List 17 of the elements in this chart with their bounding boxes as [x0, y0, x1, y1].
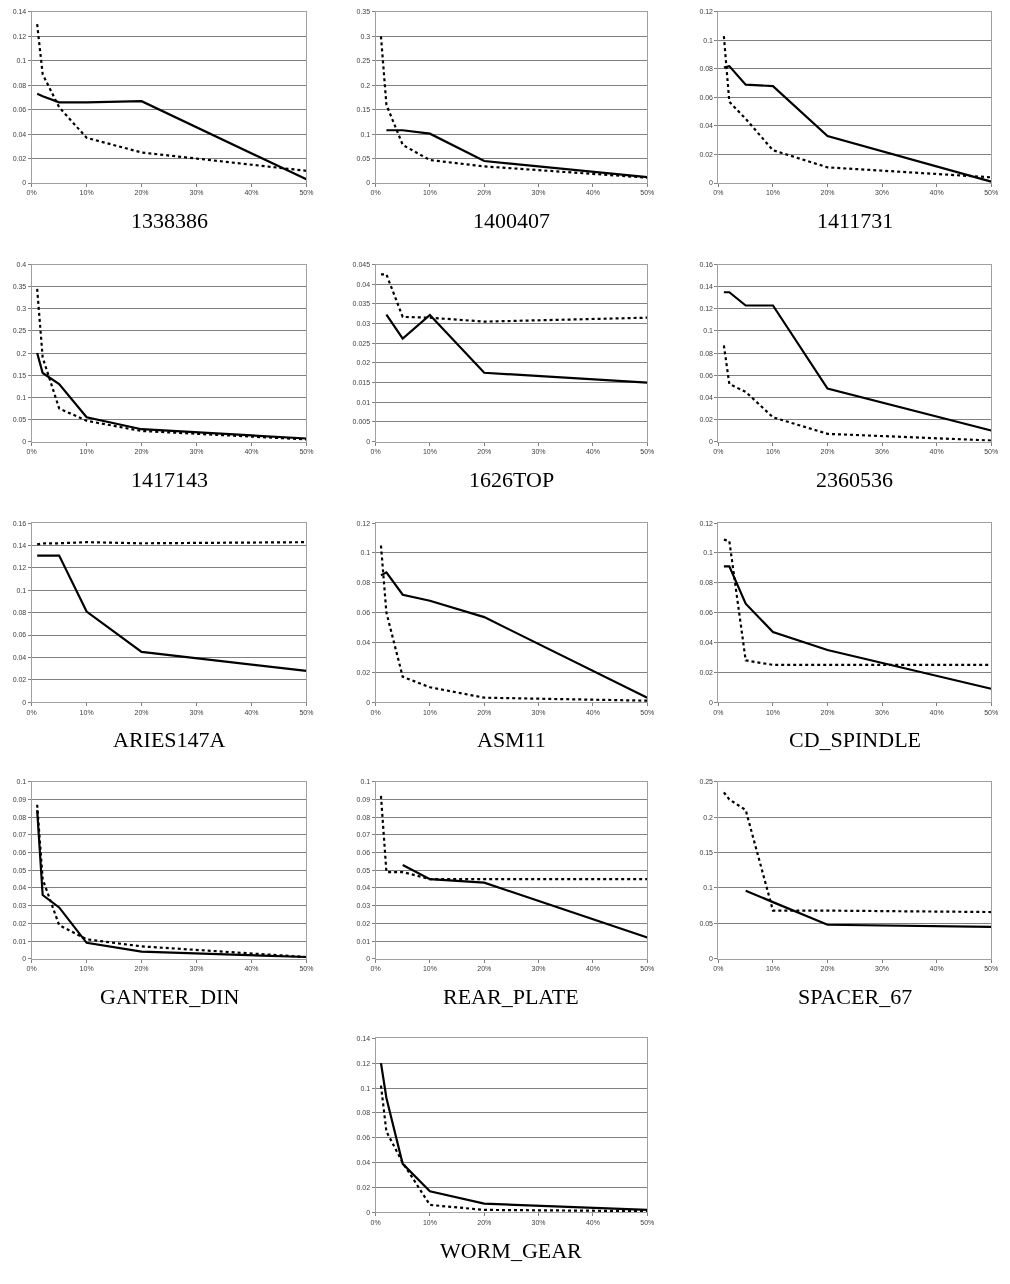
text: 1411731 — [817, 208, 894, 233]
text: ARIES147A — [113, 727, 226, 752]
text: REAR_PLATE — [443, 984, 579, 1009]
line-series — [722, 35, 992, 179]
text: 1417143 — [131, 467, 208, 492]
text: GANTER_DIN — [100, 984, 240, 1009]
text: CD_SPINDLE — [789, 727, 922, 752]
line-series — [36, 554, 307, 672]
text: 1338386 — [131, 208, 208, 233]
text: WORM_GEAR — [440, 1238, 583, 1263]
line-series — [722, 344, 992, 442]
text: 1626TOP — [469, 467, 555, 492]
line-series — [722, 291, 992, 432]
text: 1400407 — [473, 208, 550, 233]
text: ASM11 — [477, 727, 546, 752]
text: SPACER_67 — [798, 984, 913, 1009]
text: 2360536 — [816, 467, 893, 492]
